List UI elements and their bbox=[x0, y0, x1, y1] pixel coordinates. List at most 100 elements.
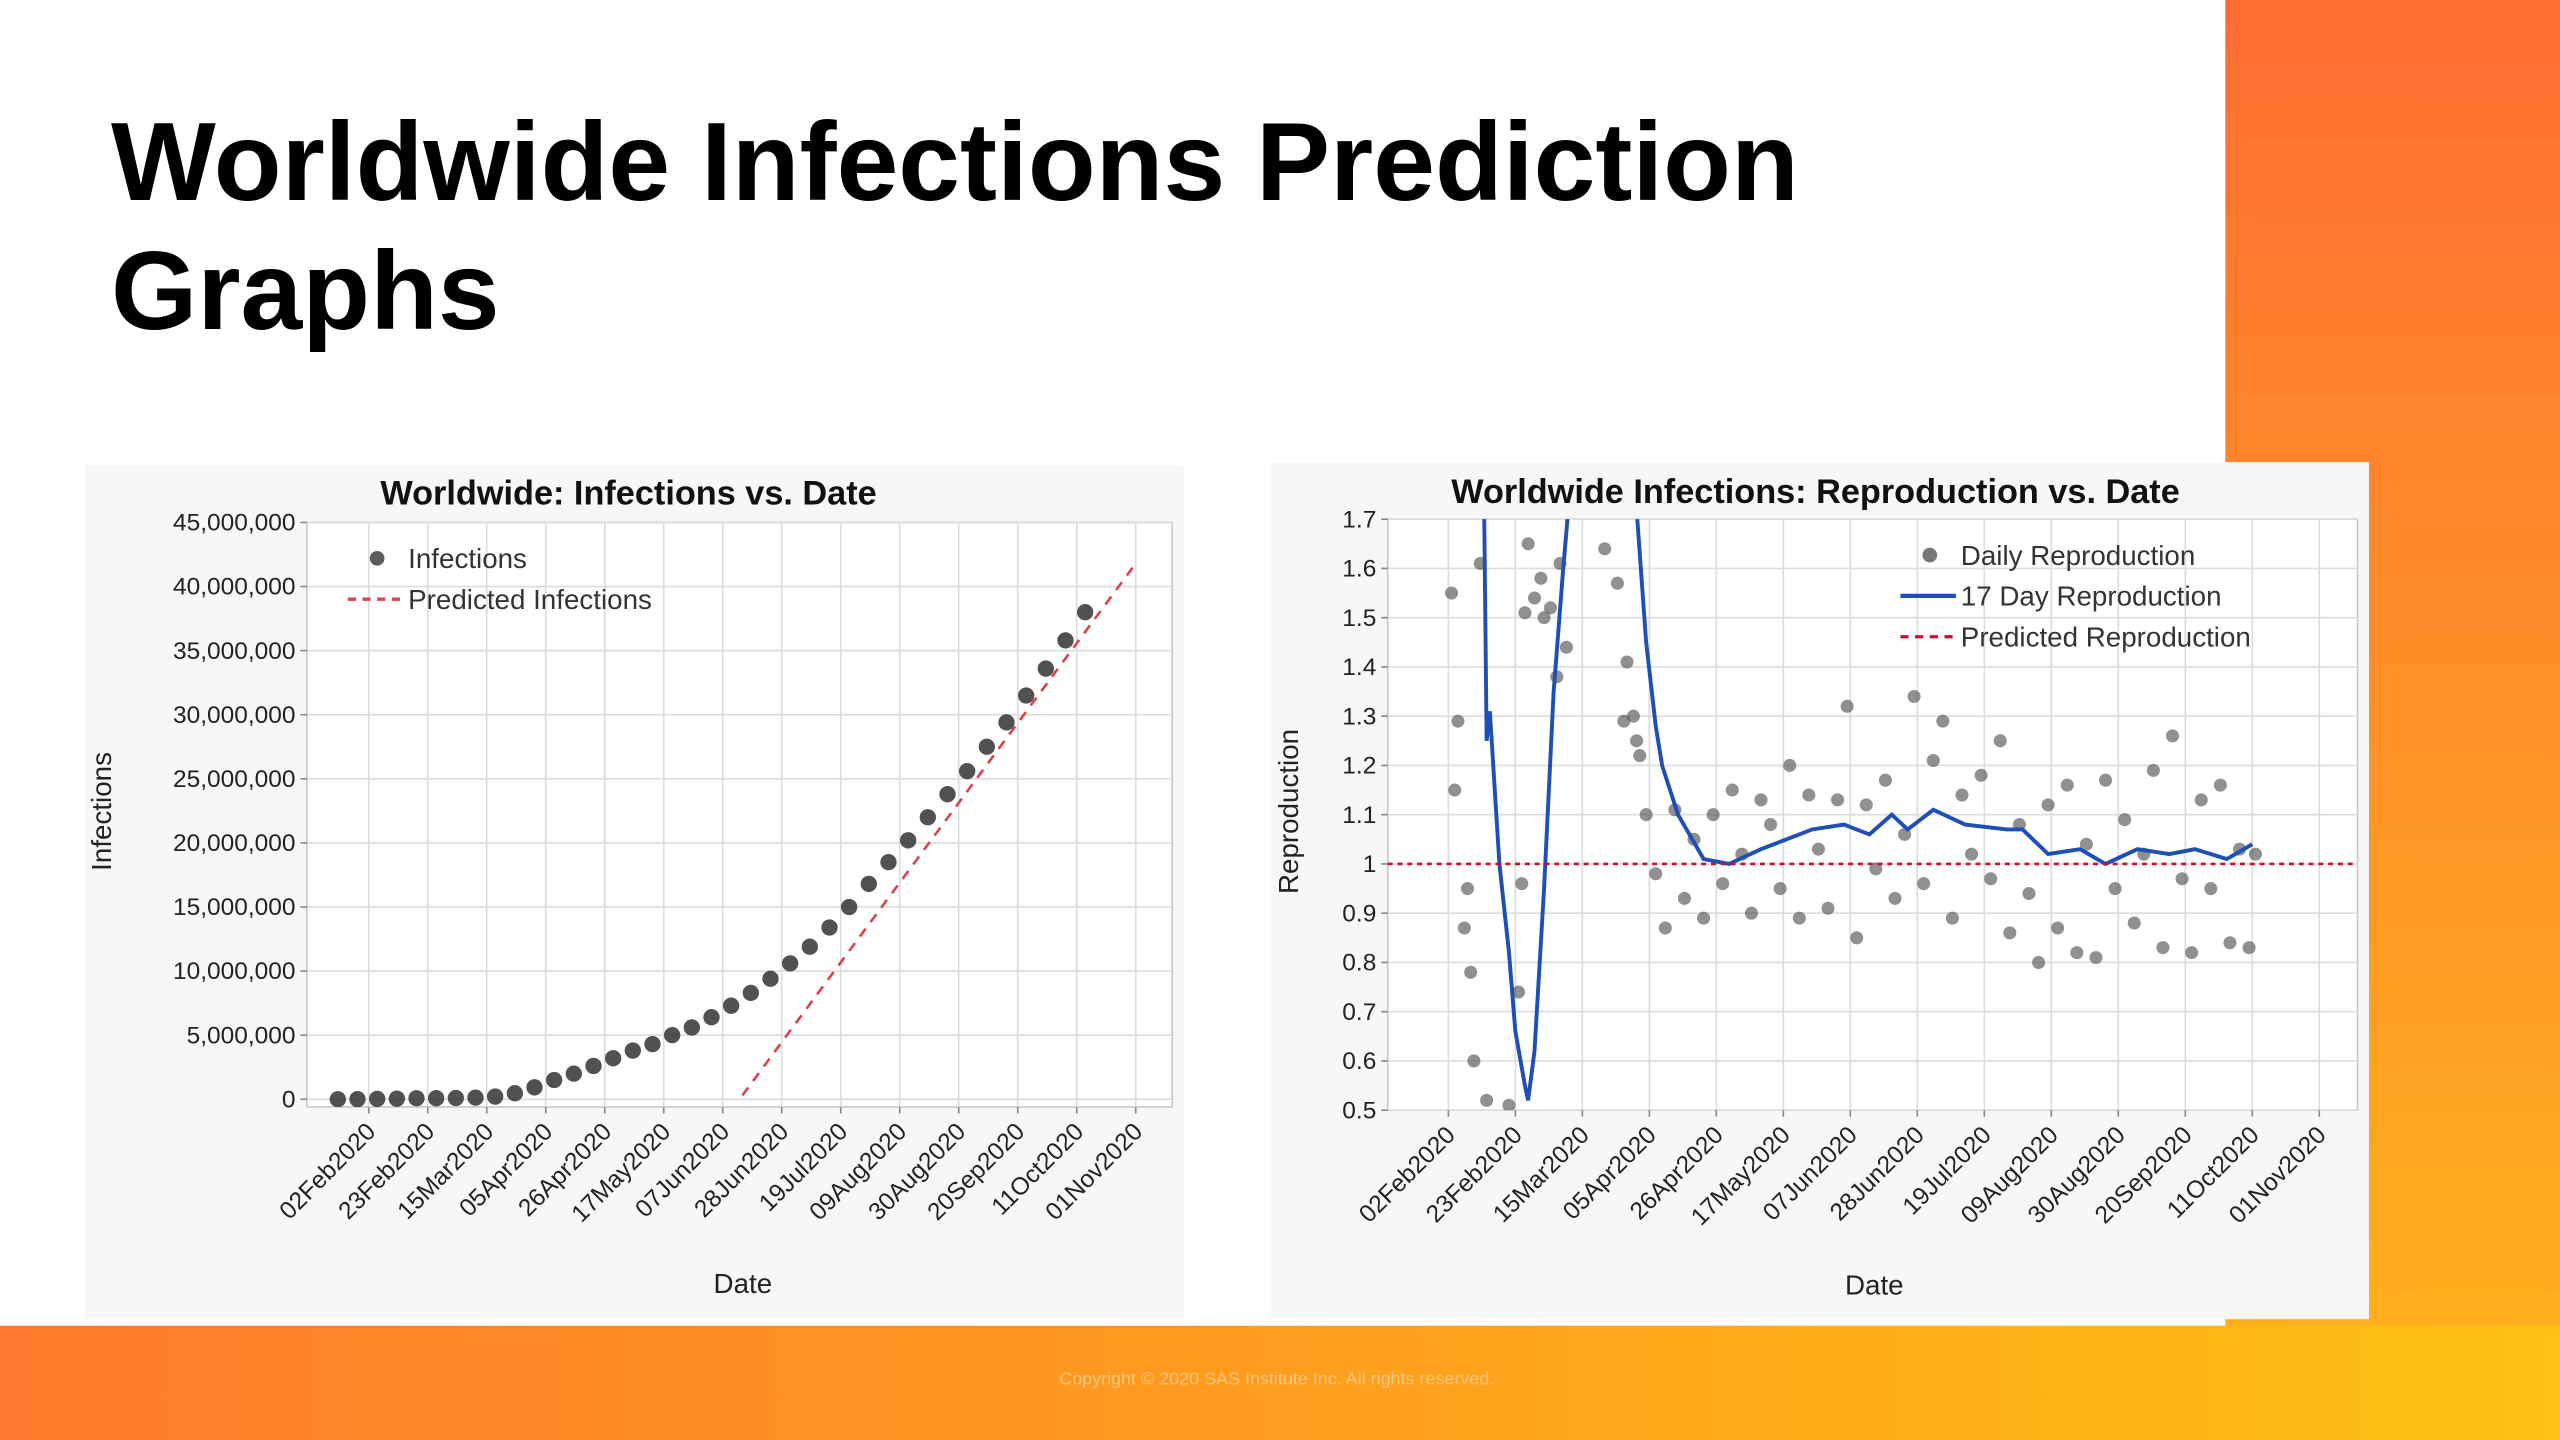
y-tick-label: 20,000,000 bbox=[173, 830, 295, 857]
data-point bbox=[1869, 862, 1883, 876]
data-point bbox=[1521, 537, 1535, 551]
data-point bbox=[1955, 788, 1969, 802]
legend-label: Daily Reproduction bbox=[1961, 540, 2195, 571]
data-point bbox=[2108, 882, 2122, 896]
data-point bbox=[1821, 901, 1835, 915]
data-point bbox=[1773, 882, 1787, 896]
data-point bbox=[1537, 611, 1551, 625]
y-tick-label: 0.7 bbox=[1342, 999, 1376, 1026]
data-point bbox=[1783, 758, 1797, 772]
data-point bbox=[2070, 946, 2084, 960]
data-point bbox=[2175, 872, 2189, 886]
data-point bbox=[1502, 1098, 1516, 1111]
y-tick-label: 0.5 bbox=[1342, 1097, 1376, 1124]
data-point bbox=[2248, 847, 2262, 861]
data-point bbox=[1464, 965, 1478, 979]
data-point bbox=[958, 762, 976, 780]
data-point bbox=[2213, 778, 2227, 792]
y-tick-label: 40,000,000 bbox=[173, 574, 295, 601]
data-point bbox=[369, 1090, 386, 1107]
data-point bbox=[2242, 941, 2256, 955]
data-point bbox=[1965, 847, 1979, 861]
data-point bbox=[801, 938, 818, 955]
legend-label: Predicted Infections bbox=[408, 584, 652, 615]
data-point bbox=[1936, 714, 1950, 728]
data-point bbox=[526, 1079, 543, 1096]
copyright: Copyright © 2020 SAS Institute Inc. All … bbox=[1059, 1368, 1494, 1388]
data-point bbox=[1559, 640, 1573, 654]
data-point bbox=[1543, 601, 1557, 615]
data-point bbox=[762, 970, 779, 987]
data-point bbox=[781, 955, 799, 972]
data-point bbox=[1677, 891, 1691, 905]
data-point bbox=[2165, 729, 2180, 743]
data-point bbox=[1907, 689, 1921, 704]
data-point bbox=[1811, 842, 1825, 856]
data-point bbox=[2194, 793, 2208, 807]
data-point bbox=[1480, 1093, 1494, 1107]
data-point bbox=[1754, 793, 1768, 807]
data-point bbox=[840, 898, 858, 916]
y-tick-label: 1.4 bbox=[1342, 654, 1376, 681]
legend-label: Predicted Reproduction bbox=[1961, 622, 2251, 653]
y-tick-label: 1.2 bbox=[1342, 753, 1376, 780]
data-point bbox=[1725, 783, 1739, 797]
data-point bbox=[388, 1090, 406, 1107]
data-point bbox=[1792, 911, 1806, 925]
chart-title: Worldwide: Infections vs. Date bbox=[380, 474, 876, 512]
data-point bbox=[349, 1091, 366, 1107]
data-point bbox=[428, 1090, 445, 1107]
data-point bbox=[644, 1035, 661, 1053]
data-point bbox=[1802, 788, 1816, 802]
data-point bbox=[1527, 591, 1542, 605]
data-point bbox=[605, 1050, 622, 1067]
data-point bbox=[1460, 882, 1475, 896]
data-point bbox=[1467, 1054, 1481, 1068]
data-point bbox=[742, 984, 759, 1002]
y-tick-label: 35,000,000 bbox=[173, 638, 295, 665]
y-tick-label: 1.3 bbox=[1342, 703, 1376, 730]
data-point bbox=[1716, 877, 1730, 891]
data-point bbox=[1831, 793, 1845, 807]
y-tick-label: 10,000,000 bbox=[173, 958, 295, 985]
data-point bbox=[2051, 921, 2065, 935]
data-point bbox=[723, 997, 740, 1014]
y-tick-label: 0.8 bbox=[1342, 950, 1376, 977]
data-point bbox=[2146, 763, 2160, 777]
data-point bbox=[408, 1090, 425, 1107]
data-point bbox=[1457, 921, 1471, 935]
data-point bbox=[1076, 604, 1094, 621]
data-point bbox=[506, 1085, 524, 1102]
y-tick-label: 15,000,000 bbox=[173, 894, 295, 921]
data-point bbox=[880, 853, 897, 871]
data-point bbox=[1984, 872, 1998, 886]
data-point bbox=[1764, 818, 1778, 832]
data-point bbox=[1706, 808, 1720, 822]
data-point bbox=[1859, 798, 1873, 812]
data-point bbox=[1598, 542, 1612, 556]
data-point bbox=[1448, 783, 1462, 797]
data-point bbox=[1945, 911, 1959, 925]
y-tick-label: 45,000,000 bbox=[173, 510, 295, 537]
x-axis-label: Date bbox=[1845, 1270, 1904, 1301]
data-point bbox=[1630, 734, 1644, 748]
slide-title: Worldwide Infections Prediction Graphs bbox=[111, 100, 1799, 353]
data-point bbox=[1633, 749, 1647, 763]
data-point bbox=[487, 1088, 504, 1105]
data-point bbox=[1744, 906, 1758, 920]
data-point bbox=[860, 875, 877, 893]
data-point bbox=[1620, 655, 1634, 669]
data-point bbox=[1888, 891, 1902, 905]
y-tick-label: 0.6 bbox=[1342, 1048, 1376, 1075]
legend-label: 17 Day Reproduction bbox=[1961, 581, 2222, 612]
data-point bbox=[1658, 921, 1672, 935]
y-tick-label: 1.6 bbox=[1342, 556, 1376, 583]
footer-band bbox=[0, 1325, 2560, 1440]
data-point bbox=[1518, 606, 1532, 620]
data-point bbox=[703, 1009, 720, 1026]
data-point bbox=[565, 1065, 582, 1082]
y-tick-label: 1.1 bbox=[1342, 802, 1376, 829]
y-tick-label: 1.7 bbox=[1342, 506, 1376, 533]
